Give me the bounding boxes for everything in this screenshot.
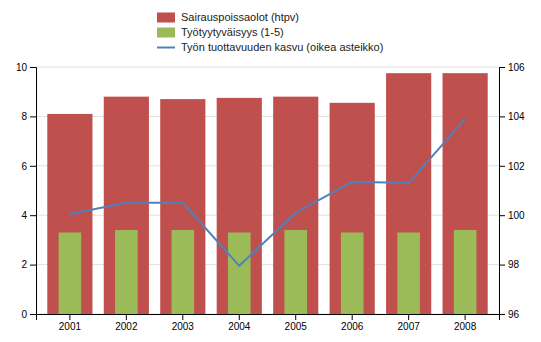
bar bbox=[330, 103, 375, 314]
tick-label: 6 bbox=[21, 161, 27, 172]
plot: 2001 2002 2003 2004 2005 2006 2007 2008 0 2 4 6 8 10 9… bbox=[16, 62, 525, 332]
legend-swatch bbox=[157, 47, 175, 49]
tick-label: 4 bbox=[21, 210, 27, 221]
tick-label: 8 bbox=[21, 111, 27, 122]
tick-mark bbox=[408, 314, 409, 320]
tick: 2003 bbox=[172, 314, 195, 332]
tick-mark bbox=[30, 215, 36, 216]
tick-mark bbox=[352, 314, 353, 320]
tick-label: 2008 bbox=[454, 321, 477, 332]
tick-label: 98 bbox=[508, 259, 520, 270]
bar-series bbox=[59, 230, 477, 314]
bar bbox=[172, 230, 195, 314]
bar bbox=[454, 230, 477, 314]
tick-mark bbox=[465, 314, 466, 320]
tick-mark bbox=[499, 215, 505, 216]
tick: 2001 bbox=[59, 314, 82, 332]
bar bbox=[228, 232, 251, 314]
tick-mark bbox=[30, 314, 36, 315]
bar bbox=[59, 232, 82, 314]
tick: 104 bbox=[499, 111, 525, 122]
tick-label: 102 bbox=[508, 161, 525, 172]
y2-axis: 96 98 100 102 104 106 bbox=[499, 62, 525, 320]
tick: 102 bbox=[499, 161, 525, 172]
tick-label: 2004 bbox=[228, 321, 251, 332]
bar bbox=[341, 232, 364, 314]
tick-label: 0 bbox=[21, 309, 27, 320]
tick: 2002 bbox=[115, 314, 138, 332]
tick: 106 bbox=[499, 62, 525, 73]
tick-mark bbox=[69, 314, 70, 320]
tick-mark bbox=[126, 314, 127, 320]
legend-label: Sairauspoissaolot (htpv) bbox=[181, 11, 299, 23]
tick: 2005 bbox=[285, 314, 308, 332]
bar bbox=[284, 230, 307, 314]
tick-mark bbox=[499, 67, 505, 68]
tick-mark bbox=[499, 116, 505, 117]
tick: 2008 bbox=[454, 314, 477, 332]
tick: 96 bbox=[499, 309, 520, 320]
tick-mark bbox=[182, 314, 183, 320]
tick: 2007 bbox=[398, 314, 421, 332]
tick-mark bbox=[30, 265, 36, 266]
chart: 2001 2002 2003 2004 2005 2006 2007 2008 0 2 4 6 8 10 9… bbox=[0, 0, 541, 342]
x-axis: 2001 2002 2003 2004 2005 2006 2007 2008 bbox=[37, 314, 500, 332]
axis-line bbox=[37, 315, 500, 321]
line bbox=[70, 119, 465, 266]
tick-mark bbox=[30, 166, 36, 167]
tick-label: 106 bbox=[508, 62, 525, 73]
legend-swatch bbox=[157, 28, 175, 38]
tick: 8 bbox=[21, 111, 36, 122]
tick-label: 2001 bbox=[59, 321, 82, 332]
legend: Sairauspoissaolot (htpv) Työtyytyväisyys … bbox=[157, 11, 383, 53]
tick-label: 2002 bbox=[115, 321, 138, 332]
tick: 6 bbox=[21, 161, 36, 172]
tick: 2004 bbox=[228, 314, 251, 332]
bar bbox=[217, 98, 262, 314]
legend-item: Työtyytyväisyys (1-5) bbox=[157, 26, 284, 38]
y-axis: 0 2 4 6 8 10 bbox=[16, 62, 37, 320]
axis-line bbox=[500, 68, 506, 315]
tick: 98 bbox=[499, 259, 520, 270]
bar-series bbox=[47, 73, 487, 314]
tick-mark bbox=[30, 67, 36, 68]
tick-label: 10 bbox=[16, 62, 28, 73]
legend-item: Työn tuottavuuden kasvu (oikea asteikko) bbox=[157, 41, 383, 53]
tick-label: 2005 bbox=[285, 321, 308, 332]
tick-mark bbox=[499, 314, 505, 315]
grid bbox=[36, 67, 499, 314]
tick-label: 96 bbox=[508, 309, 520, 320]
tick: 100 bbox=[499, 210, 525, 221]
tick-label: 2003 bbox=[172, 321, 195, 332]
legend-item: Sairauspoissaolot (htpv) bbox=[157, 11, 299, 23]
grid-line bbox=[36, 67, 499, 68]
tick: 10 bbox=[16, 62, 36, 73]
tick: 2 bbox=[21, 259, 36, 270]
bar bbox=[160, 99, 205, 314]
tick: 2006 bbox=[341, 314, 364, 332]
bar bbox=[443, 73, 488, 314]
tick-mark bbox=[239, 314, 240, 320]
tick-mark bbox=[295, 314, 296, 320]
bar bbox=[397, 232, 420, 314]
tick: 0 bbox=[21, 309, 36, 320]
tick-label: 2 bbox=[21, 259, 27, 270]
tick-label: 100 bbox=[508, 210, 525, 221]
tick-mark bbox=[499, 166, 505, 167]
bar bbox=[386, 73, 431, 314]
tick-mark bbox=[499, 265, 505, 266]
axis-line bbox=[30, 68, 37, 315]
legend-swatch bbox=[157, 13, 175, 23]
legend-label: Työtyytyväisyys (1-5) bbox=[181, 26, 284, 38]
tick-mark bbox=[30, 116, 36, 117]
tick-label: 2006 bbox=[341, 321, 364, 332]
legend-label: Työn tuottavuuden kasvu (oikea asteikko) bbox=[181, 41, 383, 53]
bar bbox=[273, 97, 318, 314]
tick-label: 2007 bbox=[398, 321, 421, 332]
marks bbox=[47, 73, 487, 314]
tick-label: 104 bbox=[508, 111, 525, 122]
tick: 4 bbox=[21, 210, 36, 221]
bar bbox=[115, 230, 138, 314]
